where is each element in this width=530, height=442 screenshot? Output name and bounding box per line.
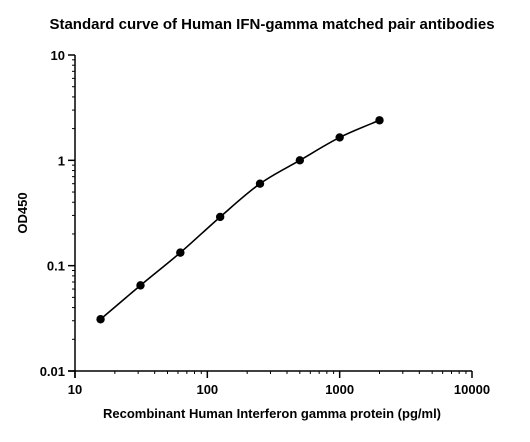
x-tick-label: 1000 bbox=[325, 382, 354, 397]
x-tick-label: 100 bbox=[196, 382, 218, 397]
x-tick-label: 10000 bbox=[454, 382, 490, 397]
y-tick-label: 0.1 bbox=[47, 259, 65, 274]
fitted-curve bbox=[100, 119, 380, 320]
data-point bbox=[176, 248, 185, 257]
data-point bbox=[335, 133, 344, 142]
y-axis: 0.01 0.1 1 10 bbox=[40, 48, 76, 379]
data-point bbox=[136, 281, 145, 290]
y-tick-label: 0.01 bbox=[40, 364, 65, 379]
data-point bbox=[96, 315, 105, 324]
plot-area bbox=[96, 116, 384, 324]
y-axis-label: OD450 bbox=[15, 192, 30, 233]
x-axis-label: Recombinant Human Interferon gamma prote… bbox=[103, 406, 441, 421]
x-tick-label: 10 bbox=[68, 382, 82, 397]
data-point bbox=[255, 179, 265, 188]
data-point bbox=[295, 156, 305, 165]
data-point bbox=[375, 116, 384, 125]
data-point bbox=[215, 212, 225, 222]
chart-title: Standard curve of Human IFN-gamma matche… bbox=[49, 16, 494, 33]
y-tick-label: 10 bbox=[51, 48, 65, 63]
y-tick-label: 1 bbox=[58, 153, 65, 168]
x-axis: 10 100 1000 10000 bbox=[68, 370, 490, 397]
